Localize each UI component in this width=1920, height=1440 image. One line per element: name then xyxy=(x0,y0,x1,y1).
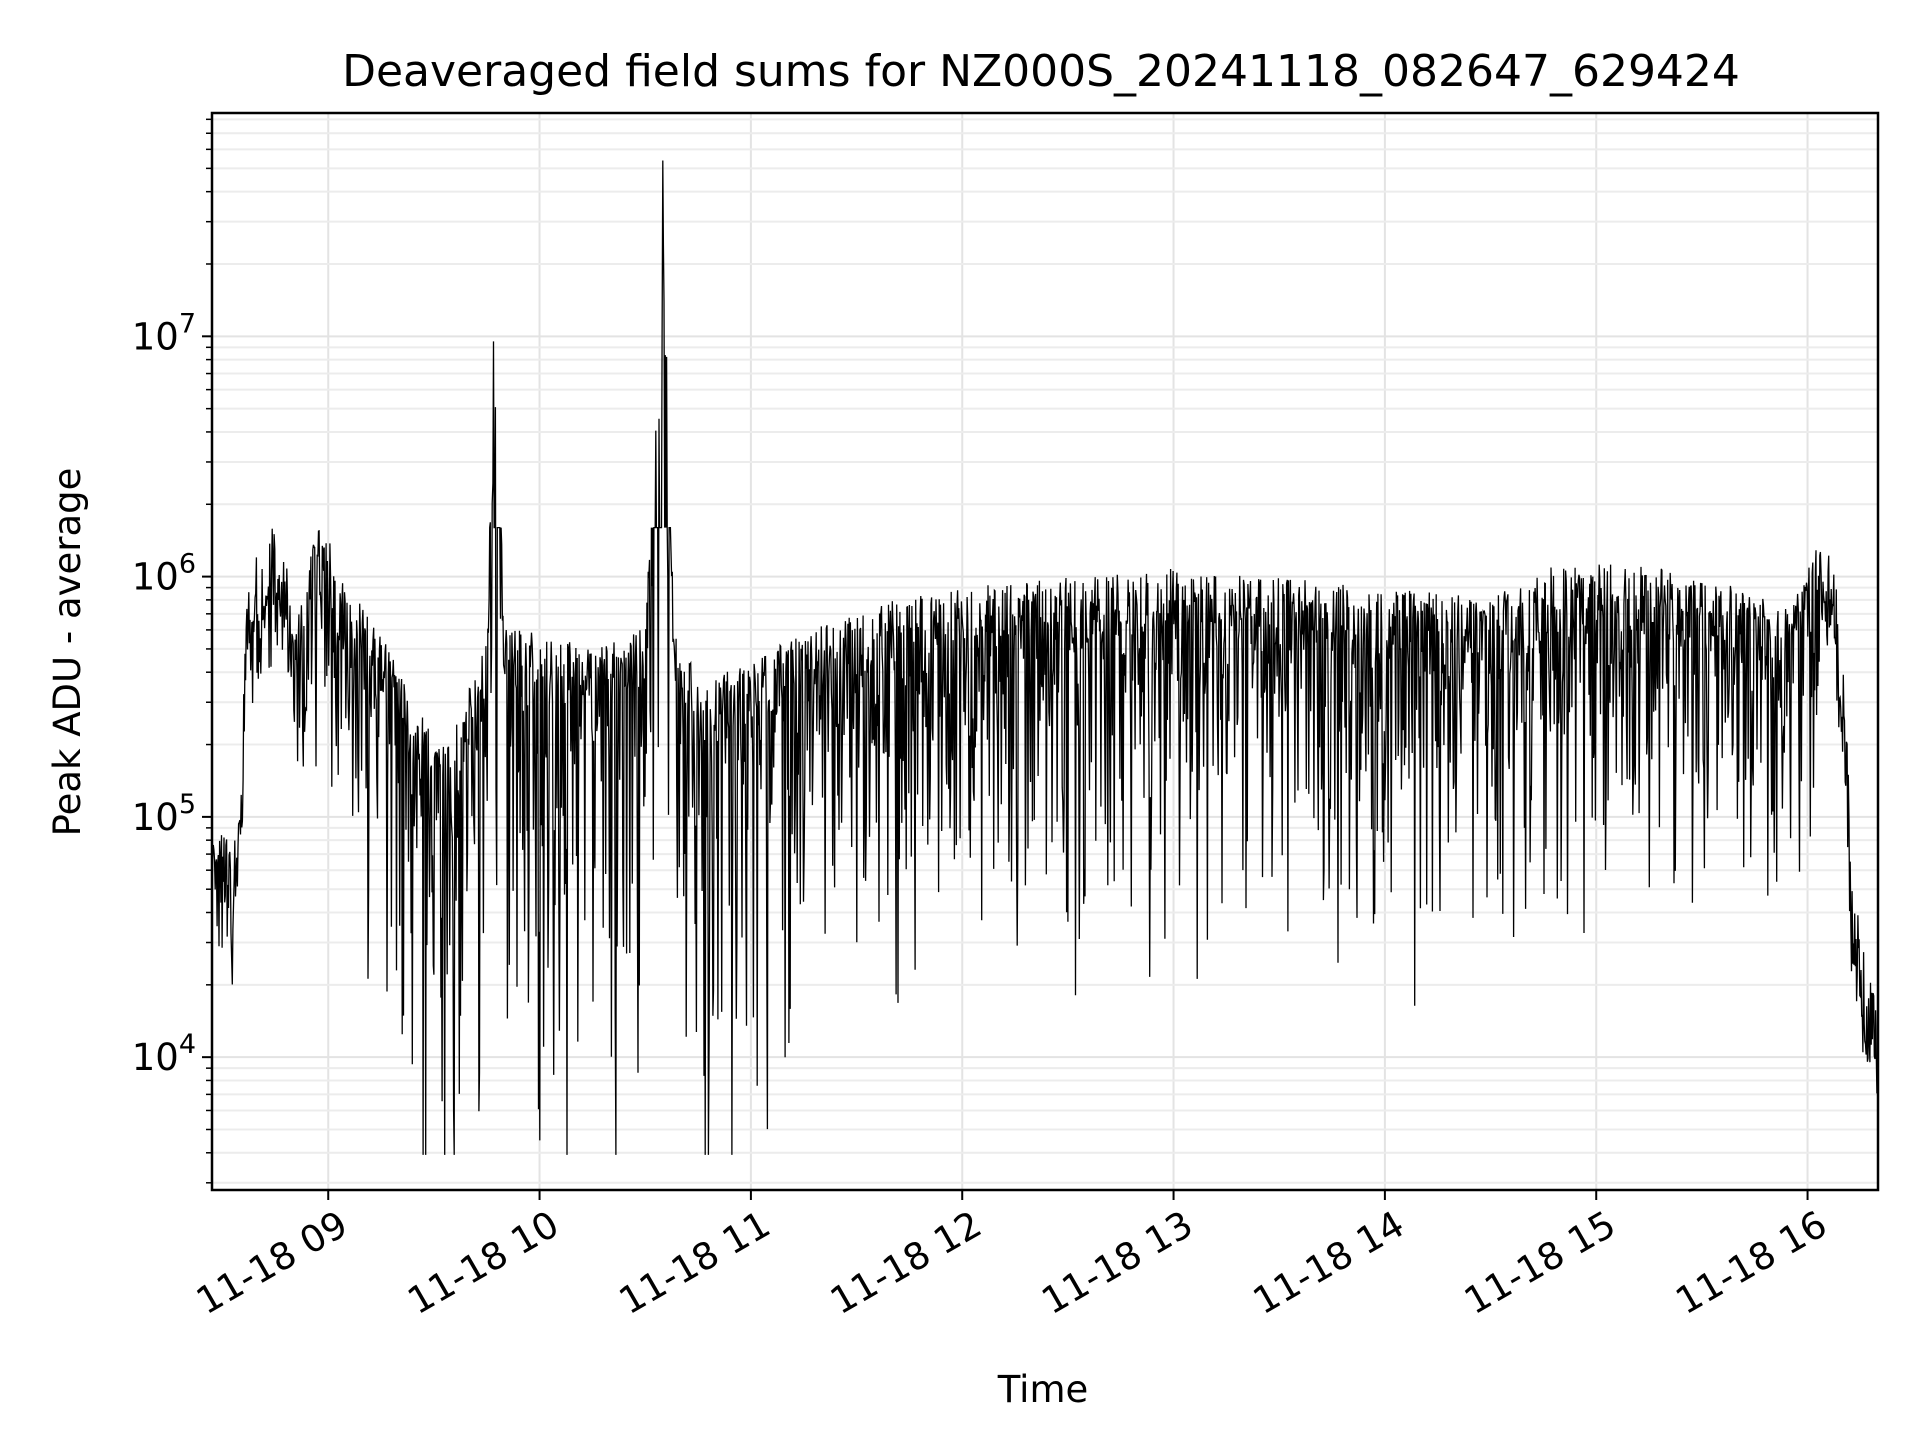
y-tick-base: 10 xyxy=(132,796,179,839)
plot-frame xyxy=(210,111,1880,1192)
y-tick-label: 105 xyxy=(132,789,196,839)
y-tick-exponent: 6 xyxy=(179,549,196,580)
y-axis-label: Peak ADU - average xyxy=(46,468,89,837)
series-line xyxy=(211,160,1879,1155)
data-series xyxy=(211,160,1879,1155)
y-tick-base: 10 xyxy=(132,315,179,358)
y-tick-label: 106 xyxy=(132,549,196,599)
x-axis-label: Time xyxy=(997,1368,1089,1411)
y-tick-exponent: 4 xyxy=(179,1029,196,1060)
y-tick-label: 104 xyxy=(132,1029,196,1079)
y-tick-label: 107 xyxy=(132,308,196,358)
y-tick-exponent: 5 xyxy=(179,789,196,820)
y-tick-base: 10 xyxy=(132,556,179,599)
y-tick-base: 10 xyxy=(132,1036,179,1079)
chart-title: Deaveraged field sums for NZ000S_2024111… xyxy=(342,46,1740,97)
y-tick-exponent: 7 xyxy=(179,308,196,339)
grid xyxy=(212,113,1878,1190)
